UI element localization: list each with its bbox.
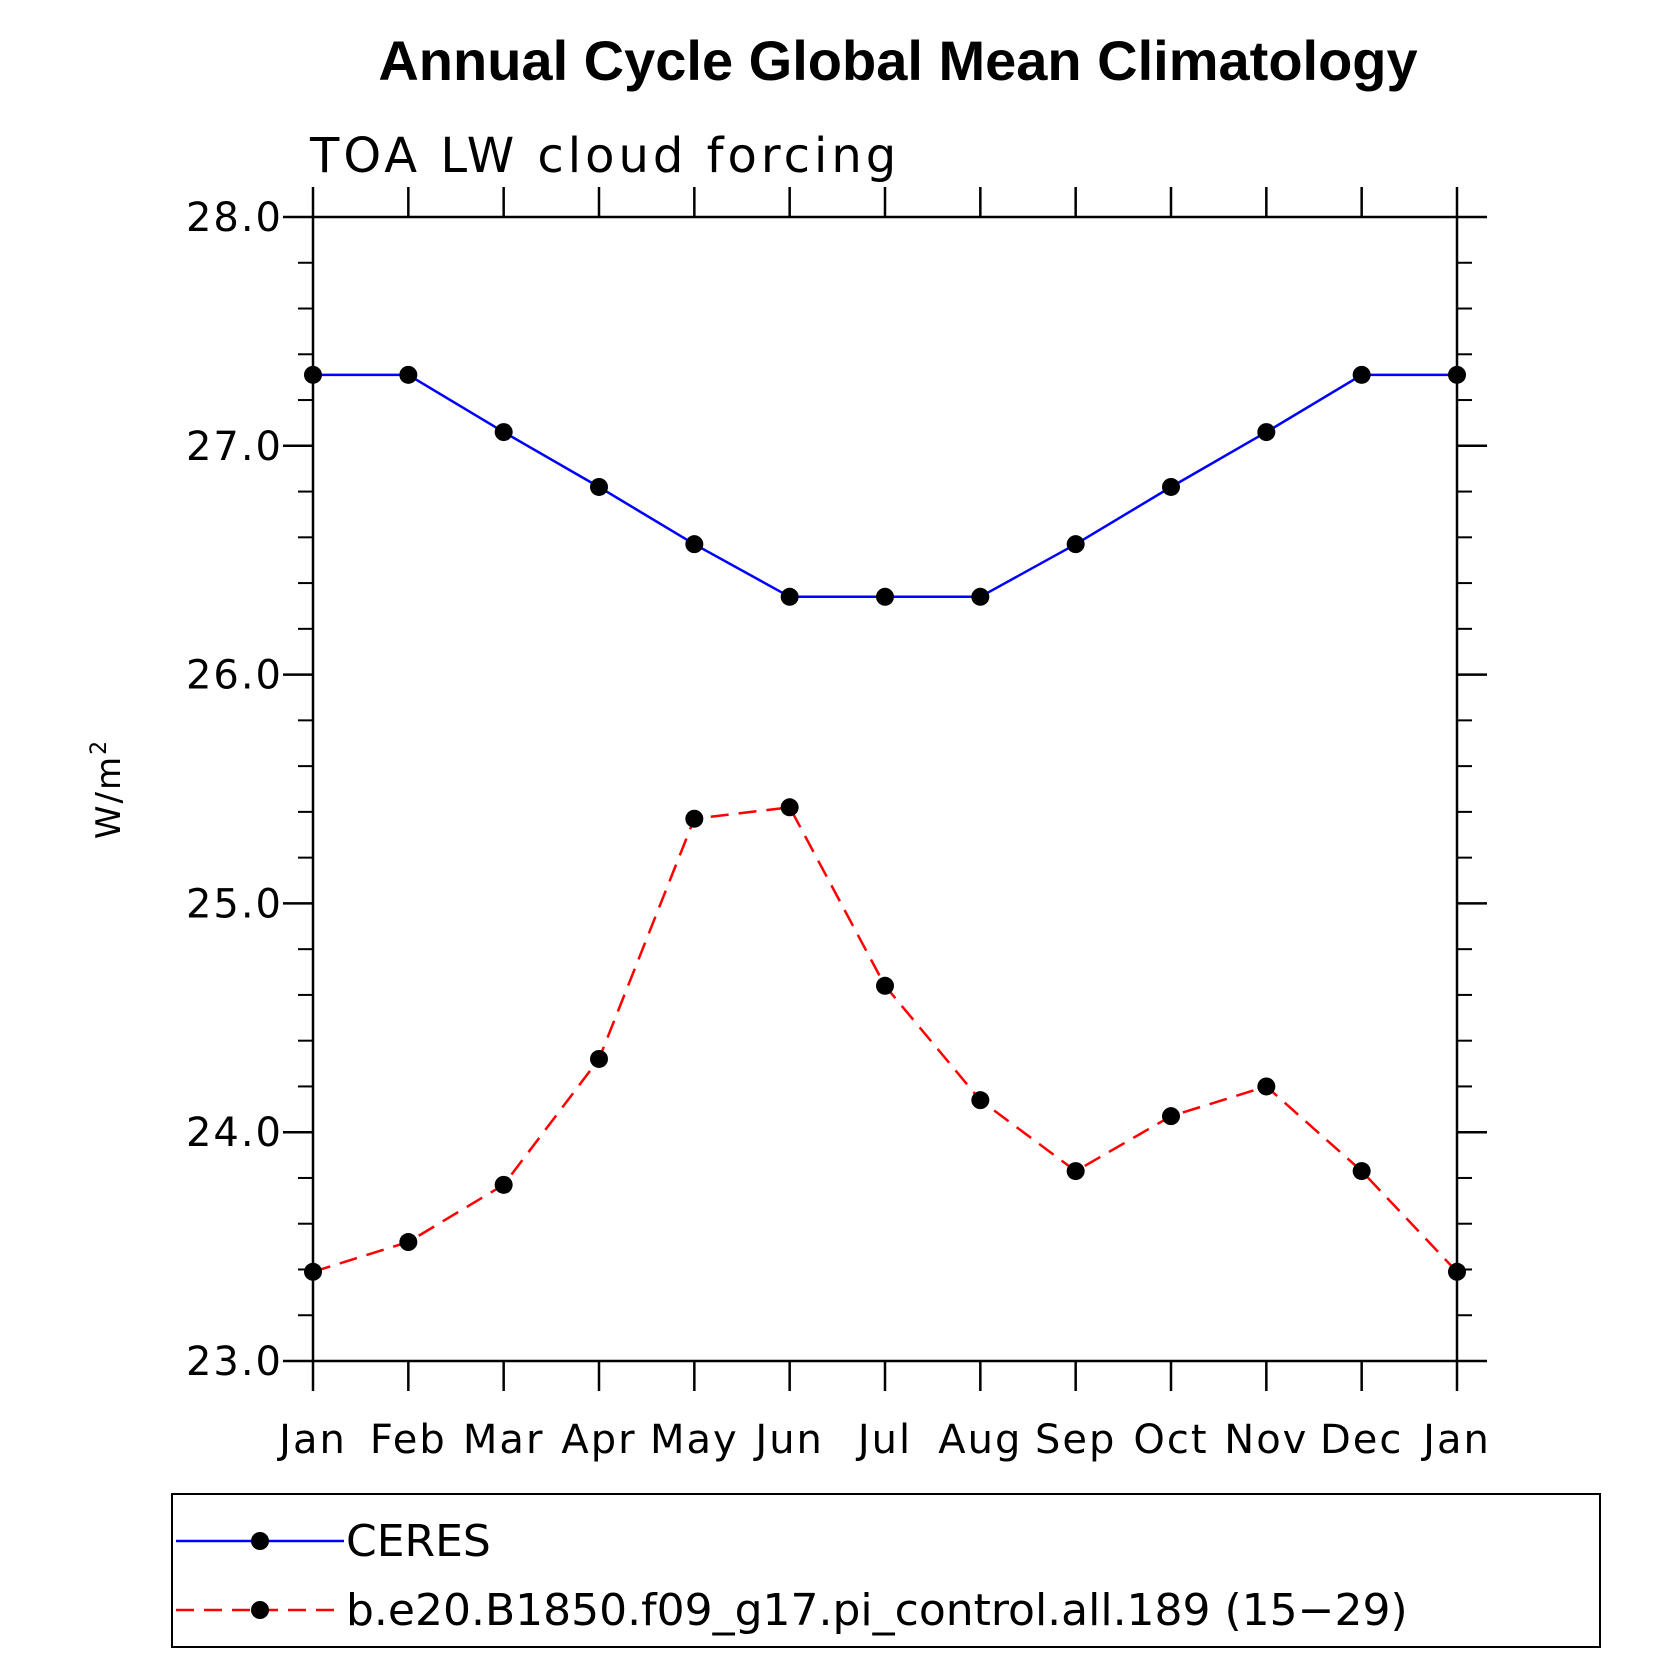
- chart-title: Annual Cycle Global Mean Climatology: [378, 29, 1417, 92]
- series-0-point: [1066, 535, 1085, 554]
- series-1-point: [494, 1175, 513, 1194]
- chart-subtitle: TOA LW cloud forcing: [309, 128, 900, 184]
- series-0-point: [685, 535, 704, 554]
- y-tick-label: 26.0: [186, 653, 283, 699]
- x-tick-label: Aug: [938, 1417, 1022, 1463]
- x-tick-label: Jan: [1420, 1417, 1491, 1463]
- legend-label-0: CERES: [346, 1516, 491, 1567]
- series-1-point: [1162, 1107, 1180, 1126]
- series-1-point: [971, 1091, 990, 1110]
- x-tick-label: Nov: [1224, 1417, 1308, 1463]
- series-1-point: [685, 809, 704, 828]
- series-1-point: [1448, 1262, 1466, 1281]
- major-ticks: [283, 187, 1487, 1391]
- x-tick-label: Sep: [1035, 1417, 1116, 1463]
- series-1-point: [590, 1049, 608, 1068]
- y-axis-label: W/m2: [87, 739, 129, 839]
- y-tick-labels: 23.0 24.0 25.0 26.0 27.0 28.0: [186, 195, 283, 1385]
- series-0-point: [780, 587, 799, 606]
- x-tick-label: Jul: [855, 1417, 912, 1463]
- series-0-point: [494, 423, 513, 442]
- x-tick-label: May: [650, 1417, 739, 1463]
- series-1-point: [399, 1233, 418, 1252]
- y-tick-label: 23.0: [186, 1339, 283, 1385]
- y-axis-label-superscript: 2: [87, 739, 112, 755]
- legend-label-1: b.e20.B1850.f09_g17.pi_control.all.189 (…: [346, 1585, 1408, 1636]
- x-tick-label: Feb: [370, 1417, 447, 1463]
- series-1-point: [1066, 1162, 1085, 1181]
- series-line-1: [312, 805, 1458, 1273]
- series-0-point: [1162, 477, 1180, 496]
- y-tick-label: 28.0: [186, 195, 283, 241]
- plot-frame: [311, 215, 1459, 1363]
- series-0-point: [399, 365, 418, 384]
- x-tick-label: Jun: [752, 1417, 824, 1463]
- legend: CERES b.e20.B1850.f09_g17.pi_control.all.…: [176, 1516, 1408, 1636]
- x-tick-label: Apr: [561, 1417, 636, 1463]
- series-points: [304, 365, 1466, 1281]
- legend-box: [171, 1493, 1601, 1648]
- series-1-point: [1352, 1162, 1371, 1181]
- series-line-0: [313, 373, 1457, 599]
- series-0-point: [1257, 423, 1276, 442]
- legend-marker-0: [251, 1532, 269, 1550]
- x-tick-label: Jan: [276, 1417, 347, 1463]
- legend-marker-1: [251, 1601, 269, 1619]
- y-tick-label: 24.0: [186, 1110, 283, 1156]
- series-0-point: [876, 587, 894, 606]
- series-0-point: [304, 365, 322, 384]
- series-0-point: [1352, 365, 1371, 384]
- x-tick-labels: Jan Feb Mar Apr May Jun Jul Aug Sep Oct Nov Dec Jan: [276, 1417, 1491, 1463]
- series-1-point: [876, 976, 894, 995]
- y-tick-label: 25.0: [186, 881, 283, 927]
- series-1-point: [1257, 1077, 1276, 1096]
- minor-ticks: [298, 261, 1472, 1317]
- x-tick-label: Mar: [463, 1417, 544, 1463]
- x-tick-label: Oct: [1133, 1417, 1208, 1463]
- series-0-point: [971, 587, 990, 606]
- series-lines: [312, 373, 1458, 1273]
- y-tick-label: 27.0: [186, 424, 283, 470]
- series-1-point: [780, 798, 799, 817]
- x-tick-label: Dec: [1320, 1417, 1403, 1463]
- series-1-point: [304, 1262, 322, 1281]
- y-axis-label-text: W/m: [89, 755, 129, 839]
- series-0-point: [1448, 365, 1466, 384]
- series-0-point: [590, 477, 608, 496]
